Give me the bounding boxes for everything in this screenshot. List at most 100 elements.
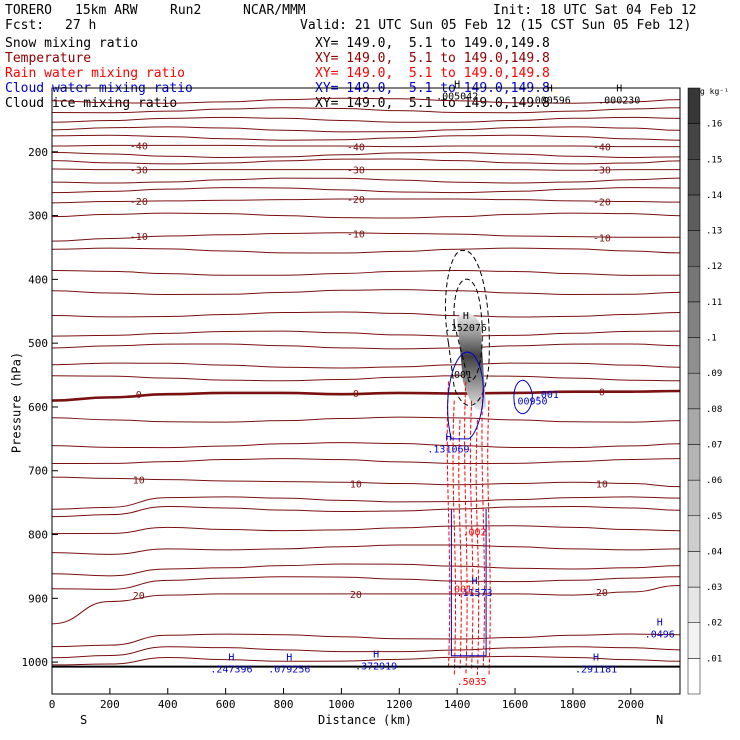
- max-value-label: .000230: [598, 95, 640, 106]
- colorbar-tick-label: .01: [706, 654, 722, 664]
- x-axis-label: Distance (km): [318, 713, 412, 727]
- temperature-contour-label: 20: [350, 590, 362, 601]
- temperature-contour-label: 0: [353, 389, 359, 400]
- cloud-water-contour: [513, 379, 533, 415]
- y-tick-label: 1000: [22, 656, 49, 669]
- temperature-contour-line: [51, 544, 681, 555]
- storm-core: [444, 250, 533, 675]
- max-marker: H: [593, 652, 599, 663]
- temperature-contours: -40 -40 -40 -30 -30 -30 -20 -20 -20 -10 -10 -10 0 0 0 1…: [51, 141, 681, 625]
- colorbar-tick-label: .08: [706, 405, 722, 415]
- x-tick-label: 400: [158, 698, 178, 711]
- colorbar-tick-label: .06: [706, 476, 722, 486]
- axes: 0 200 400 600 800 1000 1200 1400 1600 1800 2000200…: [22, 87, 681, 711]
- temperature-contour-line: [51, 212, 681, 219]
- temperature-contour-label: 10: [350, 479, 362, 490]
- max-value-label: .000596: [529, 95, 571, 106]
- temperature-contour-line: [51, 576, 681, 590]
- colorbar-tick-label: .12: [706, 262, 722, 272]
- x-tick-label: 1600: [502, 698, 529, 711]
- y-tick-label: 800: [28, 529, 48, 542]
- temperature-contour-label: -10: [130, 232, 148, 243]
- max-marker: H: [657, 617, 663, 628]
- field-name-temp: Temperature: [5, 51, 92, 66]
- colorbar-segment: [687, 515, 701, 552]
- max-value-label: .11573: [456, 588, 492, 599]
- colorbar-segment: [687, 551, 701, 588]
- temperature-contour-label: -20: [130, 197, 148, 208]
- max-value-label: .005042: [436, 92, 478, 103]
- temperature-contour-line: [51, 646, 681, 659]
- field-xy-rain: XY= 149.0, 5.1 to 149.0,149.8: [315, 66, 550, 81]
- extra-temperature-contours: [51, 97, 681, 666]
- colorbar-segment: [687, 230, 701, 267]
- colorbar-segment: [687, 159, 701, 196]
- max-value-label: .131069: [427, 444, 469, 455]
- temperature-contour-line: [51, 655, 681, 666]
- max-value-label: .002: [462, 527, 486, 538]
- x-tick-label: 800: [274, 698, 294, 711]
- temperature-contour-line: [51, 269, 681, 276]
- rain-contour: [446, 381, 451, 669]
- colorbar-segment: [687, 586, 701, 623]
- temperature-contour-line: [51, 506, 681, 518]
- max-marker: H: [547, 83, 553, 94]
- temperature-contour-label: -40: [130, 141, 148, 152]
- run-label: Run2: [170, 3, 202, 18]
- snow-shading: [457, 312, 487, 411]
- x-axis-end-label: N: [656, 713, 664, 727]
- temperature-contour-label: -30: [347, 166, 365, 177]
- x-tick-label: 600: [216, 698, 236, 711]
- temperature-contour-line: [51, 375, 681, 382]
- temperature-contour-line: [51, 198, 681, 204]
- temperature-contour-line: [51, 168, 681, 171]
- colorbar-tick-label: .02: [706, 619, 722, 629]
- y-tick-label: 200: [28, 146, 48, 159]
- max-marker: H: [472, 576, 478, 587]
- colorbar-tick-label: .14: [706, 191, 722, 201]
- colorbar-segment: [687, 337, 701, 374]
- colorbar-tick-label: .16: [706, 120, 722, 130]
- colorbar-segment: [687, 265, 701, 303]
- temperature-contour-label: -30: [130, 166, 148, 177]
- field-xy-temp: XY= 149.0, 5.1 to 149.0,149.8: [315, 51, 550, 66]
- temperature-contour-line: [51, 633, 681, 648]
- colorbar-segment: [687, 408, 701, 445]
- temperature-contour-line: [51, 144, 680, 148]
- max-value-label: .372919: [355, 661, 397, 672]
- y-tick-label: 500: [28, 337, 48, 350]
- temperature-contour-label: 10: [133, 476, 145, 487]
- colorbar-segment: [687, 87, 701, 124]
- temperature-contour-line: [51, 126, 681, 133]
- max-value-label: .079256: [268, 664, 310, 675]
- max-marker: H: [463, 311, 469, 322]
- temperature-contour-label: 20: [596, 588, 608, 599]
- y-tick-label: 600: [28, 401, 48, 414]
- temperature-contour-line: [51, 247, 681, 254]
- colorbar-tick-label: .1: [706, 334, 717, 344]
- temperature-contour-line: [51, 525, 681, 535]
- temperature-contour-line: [51, 107, 681, 114]
- colorbar-tick-label: .07: [706, 440, 722, 450]
- temperature-contour-line: [51, 389, 681, 402]
- temperature-contour-line: [51, 232, 680, 242]
- maxima-labels: H.005042H.000596H.000230H.152076H.131069…: [210, 80, 674, 689]
- field-name-snow: Snow mixing ratio: [5, 36, 139, 51]
- max-marker: H: [616, 83, 622, 94]
- model-name: TORERO: [5, 3, 52, 18]
- fcst-label: Fcst:: [5, 18, 45, 33]
- fcst-hours: 27 h: [65, 18, 97, 33]
- rain-contour: [475, 419, 480, 675]
- temperature-contour-line: [51, 585, 681, 625]
- org-label: NCAR/MMM: [243, 3, 306, 18]
- temperature-contour-line: [51, 289, 681, 296]
- colorbar-tick-label: .11: [706, 298, 722, 308]
- max-value-label: .291181: [575, 664, 617, 675]
- colorbar-tick-label: .15: [706, 155, 722, 165]
- rain-contour: [452, 400, 457, 675]
- max-marker: H: [454, 80, 460, 91]
- temperature-contour-label: -10: [593, 233, 611, 244]
- max-value-label: .001: [535, 390, 559, 401]
- temperature-contour-line: [51, 177, 681, 184]
- y-axis-label: Pressure (hPa): [9, 351, 24, 454]
